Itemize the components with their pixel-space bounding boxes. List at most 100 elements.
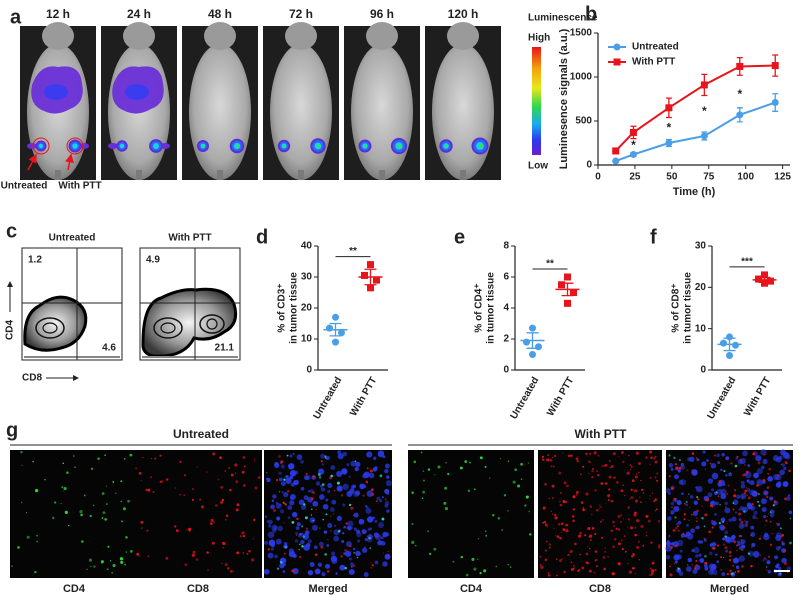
cell-dot: [579, 473, 582, 476]
cell-dot: [753, 510, 758, 515]
cell-dot: [648, 574, 650, 576]
cell-dot: [272, 494, 277, 499]
cell-dot: [696, 517, 698, 519]
cell-dot: [695, 457, 698, 459]
cell-dot: [751, 546, 753, 548]
cell-dot: [777, 481, 782, 486]
cell-dot: [179, 460, 182, 463]
cell-dot: [93, 504, 95, 506]
x-tick-label: Untreated: [706, 375, 739, 421]
cell-dot: [325, 513, 328, 516]
cell-dot: [542, 521, 545, 524]
cell-dot: [154, 457, 157, 460]
cell-dot: [726, 492, 729, 496]
cell-dot: [716, 560, 719, 563]
panel-label: d: [256, 226, 268, 248]
cell-dot: [676, 554, 682, 560]
cell-dot: [278, 477, 283, 482]
cell-dot: [668, 475, 671, 478]
cell-dot: [291, 520, 295, 524]
cell-dot: [603, 464, 606, 467]
cell-dot: [314, 568, 321, 575]
cell-dot: [44, 478, 46, 481]
cell-dot: [670, 502, 675, 506]
cell-dot: [769, 496, 774, 501]
cell-dot: [645, 515, 648, 518]
cell-dot: [352, 514, 355, 517]
cell-dot: [582, 465, 585, 468]
cell-dot: [326, 457, 329, 461]
cell-dot: [724, 535, 727, 538]
cell-dot: [745, 451, 747, 453]
cell-dot: [343, 525, 346, 529]
cell-dot: [741, 548, 744, 552]
cell-dot: [627, 506, 631, 509]
cell-dot: [588, 569, 592, 573]
cell-dot: [427, 468, 431, 471]
mouse-head: [123, 22, 155, 50]
cell-dot: [561, 558, 563, 560]
cell-dot: [673, 505, 680, 512]
cell-dot: [362, 547, 368, 553]
cell-dot: [626, 471, 630, 475]
cell-dot: [585, 552, 589, 556]
error-bar: [561, 282, 574, 297]
mouse-tail: [136, 170, 142, 180]
cell-dot: [624, 550, 627, 553]
cell-dot: [621, 548, 624, 551]
cell-dot: [604, 551, 607, 553]
cell-dot: [724, 537, 726, 539]
cell-dot: [679, 479, 687, 486]
cell-dot: [642, 544, 645, 547]
cell-dot: [206, 551, 209, 554]
cell-dot: [674, 499, 677, 502]
cell-dot: [93, 565, 96, 568]
y-tick-label: 500: [575, 116, 592, 127]
cell-dot: [54, 501, 57, 504]
cell-dot: [421, 497, 424, 499]
cell-dot: [483, 569, 487, 573]
cell-dot: [781, 463, 786, 467]
cell-dot: [333, 529, 340, 536]
cell-dot: [26, 535, 30, 539]
point: [558, 281, 565, 289]
cell-dot: [744, 464, 746, 466]
cell-dot: [768, 467, 772, 471]
cell-dot: [728, 550, 732, 554]
cell-dot: [587, 545, 589, 547]
cell-dot: [670, 467, 674, 471]
cell-dot: [591, 527, 595, 530]
cell-dot: [278, 490, 281, 493]
colorbar-high: High: [528, 33, 550, 44]
cell-dot: [622, 460, 625, 463]
cell-dot: [582, 508, 585, 512]
point: [564, 273, 571, 281]
cell-dot: [386, 509, 390, 513]
cell-dot: [784, 460, 788, 464]
cell-dot: [81, 540, 84, 543]
cell-dot: [595, 508, 599, 512]
cell-dot: [572, 519, 575, 523]
cell-dot: [677, 520, 682, 525]
cell-dot: [235, 508, 239, 512]
y-tick-label: 1500: [570, 28, 593, 39]
cell-dot: [732, 502, 735, 505]
cell-dot: [725, 523, 727, 525]
cell-dot: [330, 465, 336, 470]
cell-dot: [788, 510, 793, 515]
cell-dot: [147, 555, 150, 558]
cell-dot: [437, 465, 441, 469]
cell-dot: [746, 502, 752, 508]
cell-dot: [343, 552, 346, 555]
point: [767, 277, 774, 285]
cell-dot: [757, 492, 760, 496]
cell-dot: [709, 462, 712, 465]
x-tick-label: With PTT: [348, 375, 379, 418]
tumor-arrow: [65, 153, 74, 171]
cell-dot: [304, 530, 310, 536]
cell-dot: [220, 486, 224, 489]
cell-dot: [264, 540, 269, 545]
y-tick-label: 10: [695, 323, 707, 334]
cell-dot: [379, 474, 383, 478]
cell-dot: [381, 496, 385, 499]
